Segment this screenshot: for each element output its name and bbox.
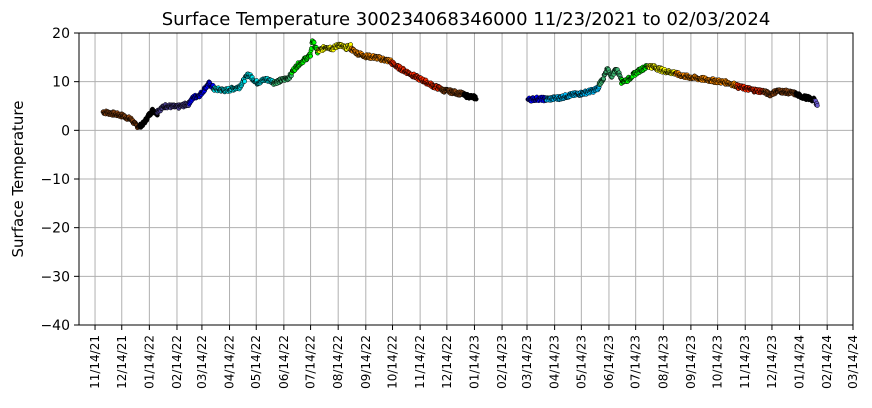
series-13: [544, 84, 602, 103]
series-2: [155, 99, 192, 116]
y-tick-label: −30: [40, 269, 70, 285]
grid-lines: [79, 32, 854, 326]
x-tick-label: 10/14/22: [386, 335, 400, 389]
data-point: [308, 53, 313, 59]
x-tick-label: 03/14/22: [195, 335, 209, 389]
x-tick-label: 12/14/21: [115, 335, 129, 389]
series-12: [525, 94, 549, 104]
x-tick-label: 08/14/23: [656, 335, 670, 389]
x-tick-label: 03/14/23: [520, 335, 534, 389]
series-4: [211, 71, 276, 95]
x-tick-label: 06/14/22: [277, 335, 291, 389]
x-tick-label: 01/14/23: [467, 335, 481, 389]
x-tick-label: 12/14/23: [765, 335, 779, 389]
series-18: [734, 82, 767, 96]
y-tick-label: −20: [40, 221, 70, 237]
chart-title: Surface Temperature 300234068346000 11/2…: [162, 9, 771, 30]
x-tick-label: 09/14/23: [684, 335, 698, 389]
x-tick-label: 05/14/22: [249, 335, 263, 389]
series-6: [289, 38, 321, 76]
series-14: [596, 66, 624, 88]
series-17: [673, 69, 740, 90]
x-tick-label: 12/14/22: [440, 335, 454, 389]
x-tick-label: 01/14/22: [142, 335, 156, 389]
series-16: [645, 63, 679, 77]
series-15: [619, 63, 651, 86]
series-8: [348, 45, 394, 65]
x-tick-label: 07/14/22: [304, 335, 318, 389]
x-tick-label: 05/14/23: [574, 335, 588, 389]
y-axis-label: Surface Temperature: [9, 101, 27, 258]
y-tick-label: 0: [61, 123, 70, 139]
x-tick-label: 11/14/23: [738, 335, 752, 389]
x-tick-label: 07/14/23: [629, 335, 643, 389]
x-tick-label: 09/14/22: [359, 335, 373, 389]
x-tick-label: 01/14/24: [793, 335, 807, 389]
series-21: [812, 98, 820, 108]
x-tick-label: 04/14/22: [223, 335, 237, 389]
x-tick-label: 11/14/21: [88, 335, 102, 389]
x-tick-label: 10/14/23: [711, 335, 725, 389]
series-1: [137, 106, 160, 130]
y-tick-label: 10: [52, 75, 70, 91]
x-axis-ticks: 11/14/21 12/14/21 01/14/22 02/14/22 03/14/22…: [88, 325, 860, 389]
x-tick-label: 06/14/23: [602, 335, 616, 389]
y-tick-label: −10: [40, 172, 70, 188]
x-tick-label: 02/14/24: [820, 335, 834, 389]
series-20: [793, 90, 818, 104]
x-tick-label: 04/14/23: [548, 335, 562, 389]
data-point: [311, 40, 317, 45]
x-tick-label: 03/14/24: [846, 335, 860, 389]
series-7: [315, 41, 354, 54]
data-point: [242, 79, 248, 84]
series-11: [461, 91, 479, 102]
series-19: [761, 87, 799, 99]
x-tick-label: 02/14/23: [495, 335, 509, 389]
x-tick-label: 02/14/22: [170, 335, 184, 389]
data-point: [473, 96, 479, 102]
data-series-group: [100, 38, 820, 131]
y-tick-label: 20: [52, 26, 70, 42]
data-point: [815, 103, 820, 108]
series-9: [388, 59, 444, 93]
y-axis-ticks: −40 −30 −20 −10 0 10 20: [40, 26, 79, 334]
x-tick-label: 08/14/22: [331, 335, 345, 389]
x-tick-label: 11/14/22: [413, 335, 427, 389]
y-tick-label: −40: [40, 318, 70, 334]
